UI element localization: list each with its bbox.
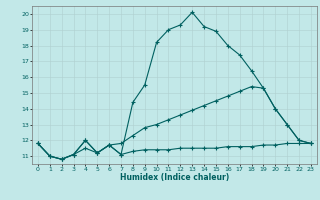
X-axis label: Humidex (Indice chaleur): Humidex (Indice chaleur) bbox=[120, 173, 229, 182]
